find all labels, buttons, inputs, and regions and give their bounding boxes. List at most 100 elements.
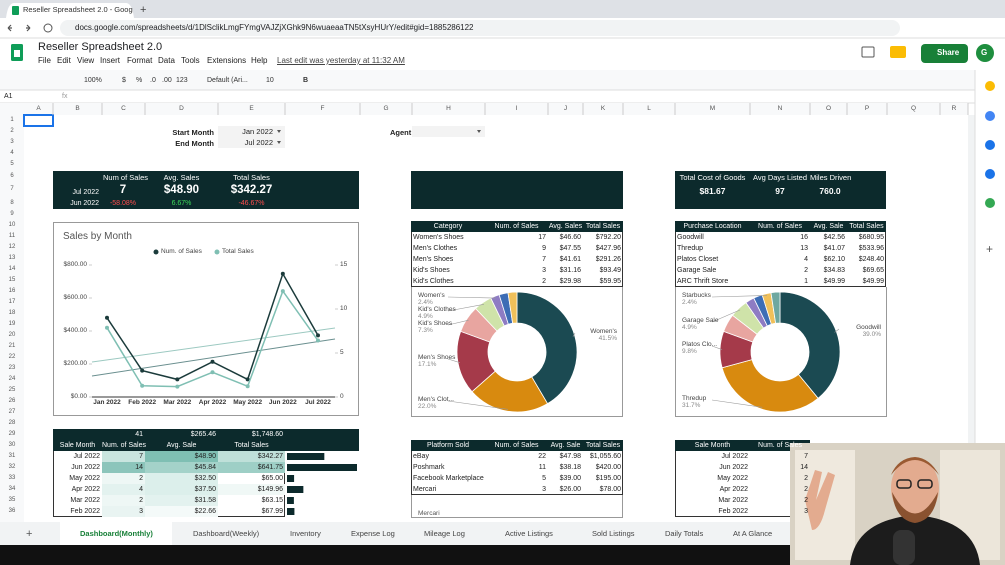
add-on[interactable]: + [986, 242, 993, 256]
row-header: 4 [10, 150, 14, 157]
toolbar-item[interactable]: $ [122, 77, 126, 84]
row-header: 16 [8, 288, 16, 295]
column-header: H [446, 105, 451, 112]
sheet-tab[interactable]: Inventory [290, 529, 321, 538]
new-tab[interactable]: + [140, 4, 146, 16]
table-cell: 16 [800, 234, 808, 241]
cell-fill [145, 451, 218, 462]
toolbar-item[interactable]: Default (Ari... [207, 77, 248, 84]
tasks-icon[interactable] [985, 111, 995, 121]
toolbar-item[interactable]: 100% [84, 77, 102, 84]
row-header: 2 [10, 128, 14, 135]
comments[interactable] [861, 46, 875, 58]
share-button[interactable] [921, 44, 968, 63]
donut-percent: 17.1% [418, 361, 437, 368]
active-tab[interactable] [60, 522, 172, 545]
meet-button[interactable] [890, 46, 906, 58]
toolbar-item[interactable]: % [136, 77, 143, 84]
row-header: 24 [8, 376, 16, 383]
sheet-tab[interactable]: Mileage Log [424, 529, 465, 538]
sheet-tab[interactable]: Active Listings [505, 529, 553, 538]
address-bar[interactable] [60, 20, 900, 36]
browser-tab[interactable] [6, 3, 134, 18]
legend-swatch [153, 249, 159, 255]
table-cell: 3 [542, 267, 546, 274]
table-cell: $48.90 [194, 453, 216, 460]
column-header: C [121, 105, 126, 112]
table-cell: Jul 2022 [721, 453, 748, 460]
cost-value: $81.67 [699, 186, 726, 196]
cell-fill [102, 462, 145, 473]
table-cell: 22 [538, 453, 546, 460]
table-cell: $26.00 [559, 486, 581, 493]
last-edit[interactable]: Last edit was yesterday at 11:32 AM [277, 56, 405, 65]
menu[interactable]: Tools [181, 56, 200, 65]
menu[interactable]: Data [158, 56, 175, 65]
table-cell: 2 [542, 278, 546, 285]
cost-header: Avg Days Listed [752, 173, 808, 182]
maps-icon[interactable] [985, 198, 995, 208]
toolbar-item[interactable]: .00 [162, 77, 172, 84]
menu[interactable]: Format [127, 56, 153, 65]
sheet-tab[interactable]: Daily Totals [665, 529, 704, 538]
x-tick-label: May 2022 [233, 399, 263, 406]
selected-cell[interactable] [23, 114, 54, 127]
sheet-tab[interactable]: At A Glance [733, 529, 773, 538]
y2-tick-label: 15 [340, 261, 348, 268]
reload[interactable] [43, 23, 53, 33]
table-cell: $49.99 [862, 278, 884, 285]
name-box[interactable]: A1 [4, 93, 13, 100]
table-cell: Platos Closet [677, 256, 719, 263]
doc-title: Reseller Spreadsheet 2.0 [38, 41, 163, 53]
menu[interactable]: Insert [100, 56, 121, 65]
donut-label: Starbucks [682, 292, 711, 299]
keep-icon[interactable] [985, 81, 995, 91]
toolbar-item[interactable]: B [303, 77, 309, 84]
avatar[interactable] [976, 44, 994, 62]
menu[interactable]: Extensions [207, 56, 247, 65]
table-cell: 14 [800, 464, 808, 471]
table-cell: ARC Thrift Store [677, 278, 729, 285]
row-header: 33 [8, 475, 16, 482]
summary-header: Total Sales [233, 173, 270, 182]
menu[interactable]: View [77, 56, 95, 65]
sheet-tab[interactable]: Sold Listings [592, 529, 635, 538]
table-cell: $46.60 [559, 234, 581, 241]
toolbar-item[interactable]: 10 [266, 77, 274, 84]
nav-icons[interactable] [7, 24, 31, 32]
calendar-icon[interactable] [985, 140, 995, 150]
row-header: 7 [10, 186, 14, 193]
table-header: Avg. Sale [550, 442, 581, 449]
table-cell: 2 [139, 497, 143, 504]
toolbar-item[interactable]: .0 [150, 77, 156, 84]
row-header: 27 [8, 409, 16, 416]
toolbar-item[interactable]: 123 [176, 77, 188, 84]
dropdown-value[interactable]: Jul 2022 [244, 138, 273, 147]
sheet-tab[interactable]: Expense Log [351, 529, 395, 538]
donut-label: Garage Sale [682, 317, 719, 324]
dropdown-value[interactable]: Jan 2022 [242, 127, 273, 136]
point [245, 384, 250, 389]
scrollbar[interactable] [968, 115, 975, 522]
sheet-tab[interactable]: Dashboard(Weekly) [193, 529, 260, 538]
add-sheet[interactable]: + [26, 528, 32, 540]
menu[interactable]: File [38, 56, 51, 65]
cost-header: Total Cost of Goods [679, 173, 746, 182]
column-header: N [777, 105, 783, 112]
table-cell: 17 [538, 234, 546, 241]
row-header: 25 [8, 387, 16, 394]
menu[interactable]: Help [251, 56, 268, 65]
column-header: M [709, 105, 716, 112]
table-cell: $29.98 [559, 278, 581, 285]
row-header: 12 [8, 244, 16, 251]
sheet-tab[interactable]: Dashboard(Monthly) [80, 529, 153, 538]
contacts-icon[interactable] [985, 169, 995, 179]
menu[interactable]: Edit [57, 56, 71, 65]
dropdown [412, 126, 485, 137]
table-cell: Men's Clothes [413, 245, 458, 252]
donut-percent: 4.9% [682, 324, 697, 331]
share-label[interactable]: Share [937, 48, 960, 57]
tab-icon [12, 6, 19, 15]
table-cell: $63.15 [261, 497, 283, 504]
